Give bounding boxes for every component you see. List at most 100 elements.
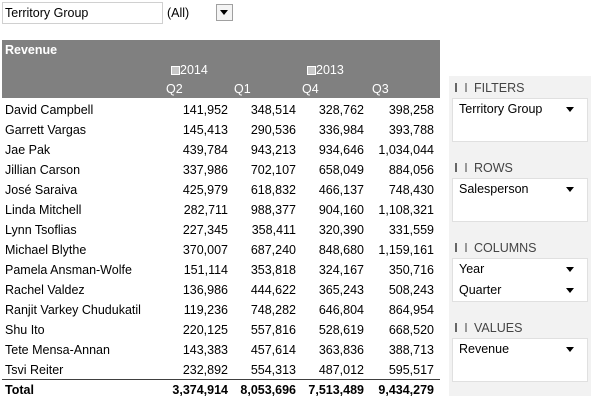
field-dropdown-arrow [566, 347, 574, 352]
value-cell: 748,430 [388, 183, 434, 197]
value-cell: 119,236 [183, 303, 228, 317]
value-cell: 884,056 [388, 163, 434, 177]
value-cell: 328,762 [318, 103, 364, 117]
dropdown-arrow [220, 10, 228, 15]
field-dropdown-arrow [566, 267, 574, 272]
section-icon [455, 83, 467, 92]
section-title: FILTERS [474, 81, 525, 95]
value-cell: 444,622 [250, 283, 296, 297]
value-cell: 220,125 [182, 323, 228, 337]
value-cell: 398,258 [388, 103, 434, 117]
value-cell: 1,034,044 [378, 143, 434, 157]
table-title: Revenue [5, 43, 58, 57]
section-icon [455, 243, 467, 252]
value-cell: 337,986 [182, 163, 228, 177]
row-label: Michael Blythe [5, 243, 87, 257]
field-item[interactable]: Territory Group [459, 102, 543, 116]
value-cell: 348,514 [250, 103, 296, 117]
value-cell: 466,137 [318, 183, 364, 197]
value-cell: 290,536 [250, 123, 296, 137]
value-cell: 508,243 [388, 283, 434, 297]
field-item[interactable]: Quarter [459, 283, 502, 297]
value-cell: 227,345 [182, 223, 228, 237]
section-box [452, 178, 588, 222]
value-cell: 365,243 [318, 283, 364, 297]
value-cell: 943,213 [250, 143, 296, 157]
value-cell: 1,108,321 [378, 203, 434, 217]
value-cell: 658,049 [318, 163, 364, 177]
value-cell: 136,986 [182, 283, 228, 297]
row-label: Tsvi Reiter [5, 363, 64, 377]
row-label: Pamela Ansman-Wolfe [5, 263, 132, 277]
section-box [452, 98, 588, 142]
field-item[interactable]: Year [459, 262, 485, 276]
value-cell: 702,107 [250, 163, 296, 177]
value-cell: 618,832 [250, 183, 296, 197]
value-cell: 595,517 [388, 363, 434, 377]
collapse-icon[interactable] [171, 66, 180, 75]
value-cell: 557,816 [250, 323, 296, 337]
filter-dropdown[interactable] [216, 4, 233, 21]
row-label: David Campbell [5, 103, 94, 117]
value-cell: 864,954 [388, 303, 434, 317]
collapse-icon[interactable] [307, 66, 316, 75]
row-label: Linda Mitchell [5, 203, 82, 217]
value-cell: 487,012 [318, 363, 364, 377]
value-cell: 282,711 [183, 203, 228, 217]
value-cell: 358,411 [251, 223, 296, 237]
quarter-label: Q3 [372, 82, 389, 96]
value-cell: 350,716 [388, 263, 434, 277]
quarter-label: Q4 [302, 82, 319, 96]
value-cell: 145,413 [182, 123, 228, 137]
value-cell: 457,614 [250, 343, 296, 357]
value-cell: 425,979 [182, 183, 228, 197]
value-cell: 904,160 [318, 203, 364, 217]
total-label: Total [5, 383, 34, 397]
total-cell: 8,053,696 [240, 383, 296, 397]
section-box [452, 338, 588, 382]
field-item[interactable]: Salesperson [459, 182, 529, 196]
value-cell: 353,818 [250, 263, 296, 277]
quarter-label: Q2 [166, 82, 183, 96]
year-label: 2014 [180, 63, 208, 77]
row-label: Garrett Vargas [5, 123, 87, 137]
field-dropdown-arrow [566, 107, 574, 112]
year-label: 2013 [316, 63, 344, 77]
table-header [2, 40, 440, 98]
value-cell: 336,984 [318, 123, 364, 137]
field-dropdown-arrow [566, 187, 574, 192]
section-box [452, 258, 588, 302]
value-cell: 320,390 [318, 223, 364, 237]
value-cell: 143,383 [182, 343, 228, 357]
value-cell: 748,282 [250, 303, 296, 317]
row-label: Tete Mensa-Annan [5, 343, 110, 357]
value-cell: 393,788 [388, 123, 434, 137]
value-cell: 331,559 [388, 223, 434, 237]
value-cell: 687,240 [250, 243, 296, 257]
value-cell: 151,114 [183, 263, 228, 277]
value-cell: 1,159,161 [378, 243, 434, 257]
filter-value: (All) [167, 6, 190, 20]
total-cell: 3,374,914 [172, 383, 228, 397]
row-label: Lynn Tsoflias [5, 223, 77, 237]
field-dropdown-arrow [566, 288, 574, 293]
section-icon [455, 323, 467, 332]
section-icon [455, 163, 467, 172]
filter-label: Territory Group [5, 6, 89, 20]
section-title: ROWS [474, 161, 513, 175]
value-cell: 668,520 [388, 323, 434, 337]
value-cell: 646,804 [318, 303, 364, 317]
row-label: Jillian Carson [5, 163, 81, 177]
total-border [2, 379, 440, 380]
total-cell: 9,434,279 [378, 383, 434, 397]
value-cell: 439,784 [182, 143, 228, 157]
value-cell: 363,836 [318, 343, 364, 357]
value-cell: 934,646 [318, 143, 364, 157]
row-label: Jae Pak [5, 143, 51, 157]
value-cell: 232,892 [182, 363, 228, 377]
row-label: José Saraiva [5, 183, 78, 197]
row-label: Ranjit Varkey Chudukatil [5, 303, 141, 317]
field-item[interactable]: Revenue [459, 342, 510, 356]
value-cell: 324,167 [318, 263, 364, 277]
